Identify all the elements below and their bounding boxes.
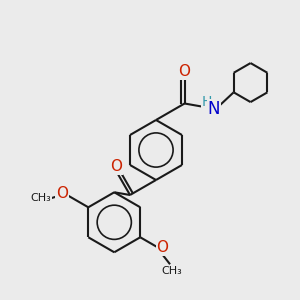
Text: CH₃: CH₃ [31,193,52,203]
Text: O: O [110,159,122,174]
Text: H: H [201,95,212,109]
Text: O: O [157,240,169,255]
Text: O: O [178,64,190,79]
Text: N: N [208,100,220,118]
Text: O: O [56,186,68,201]
Text: CH₃: CH₃ [161,266,182,276]
